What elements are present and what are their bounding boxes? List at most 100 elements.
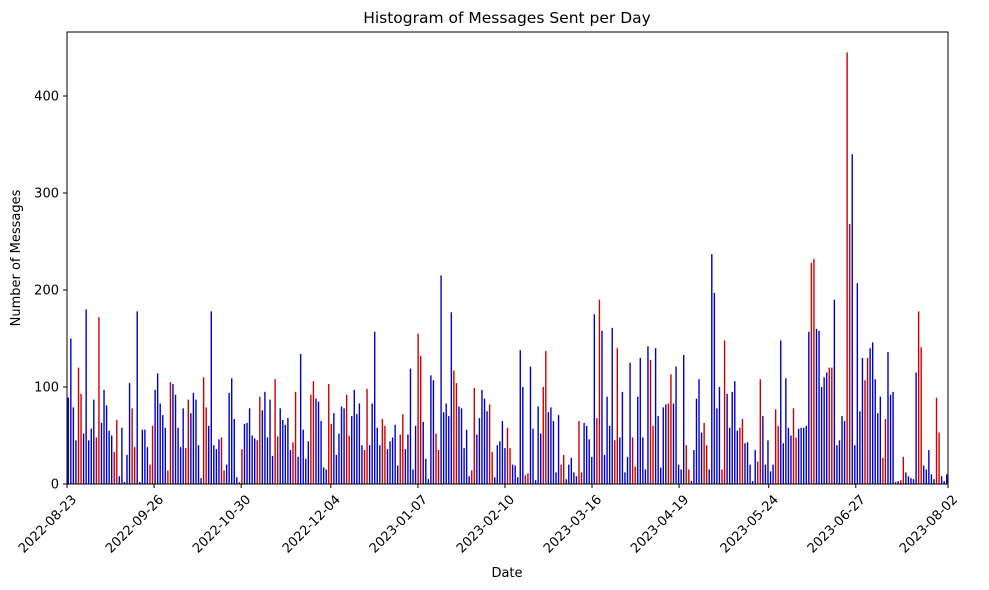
bar [236,477,238,484]
bar [167,470,169,484]
bar [562,454,565,484]
bar [629,362,631,484]
bar [315,398,317,484]
bar [884,419,887,484]
bar [353,389,355,484]
bar [759,379,762,484]
bar [486,411,488,484]
bar [928,450,930,484]
bar [598,299,601,484]
bar [340,406,343,484]
bar [233,419,235,484]
bar [82,433,85,484]
bar [496,445,498,484]
bar [902,456,905,484]
bar [80,393,82,484]
bar [128,383,131,484]
bar [754,450,756,484]
bar [251,435,253,484]
bar [345,394,348,484]
bar [430,375,432,484]
bar [846,52,848,485]
bar [818,330,820,484]
bar [427,479,430,484]
bar [861,357,864,484]
bar [772,464,774,484]
bar [820,387,823,484]
bar [580,472,583,484]
bar [575,476,578,484]
bar [767,440,769,484]
bar [667,403,670,484]
bar [665,404,667,484]
bar [683,355,685,484]
bar [356,414,358,484]
bar [912,479,915,484]
bar [246,422,248,484]
bar [734,381,736,484]
bar [154,389,156,484]
bar [808,331,810,484]
bar [210,311,212,484]
bar [780,340,782,484]
bar [879,396,882,484]
y-tick-label: 200 [34,284,59,299]
bar [103,389,105,484]
bar [335,454,338,484]
chart-title: Histogram of Messages Sent per Day [363,9,651,27]
bar [499,441,501,484]
bar [869,348,871,484]
bar [297,456,299,484]
bar [108,430,110,484]
bar [739,427,741,484]
bar [614,440,616,484]
bar [164,427,167,484]
bar [838,440,841,484]
bar [782,443,784,484]
bar [463,448,465,484]
bar [299,354,302,484]
bar [131,408,133,484]
bar [797,428,800,484]
bar [458,406,460,484]
bar [889,394,892,484]
bar [504,448,506,484]
bar [453,370,455,484]
bar [557,415,560,484]
x-axis-label: Date [491,566,522,581]
bar [333,413,335,484]
bar [248,408,251,484]
bar [764,464,767,484]
bar [100,422,103,484]
bar [685,445,687,484]
bar [368,445,371,484]
bar [925,469,927,484]
bar [938,432,940,484]
bar [608,425,611,484]
bar [177,427,179,484]
bar [133,447,136,484]
bar [351,416,353,484]
bar [123,482,126,484]
bar [197,445,200,484]
bar [708,469,710,484]
bar [864,380,866,484]
bar [644,469,647,484]
bar [284,424,287,484]
bar [920,347,922,484]
bar [422,421,424,484]
bar [851,154,853,484]
bar [882,457,884,484]
bar [190,413,192,484]
bar [568,464,570,484]
bars-group [67,52,948,485]
bar [762,416,764,484]
bar [826,372,828,484]
bar [542,387,544,484]
bar [402,414,404,484]
bar [677,464,680,484]
bar [494,477,496,484]
bar [471,470,473,484]
bar [900,480,902,484]
